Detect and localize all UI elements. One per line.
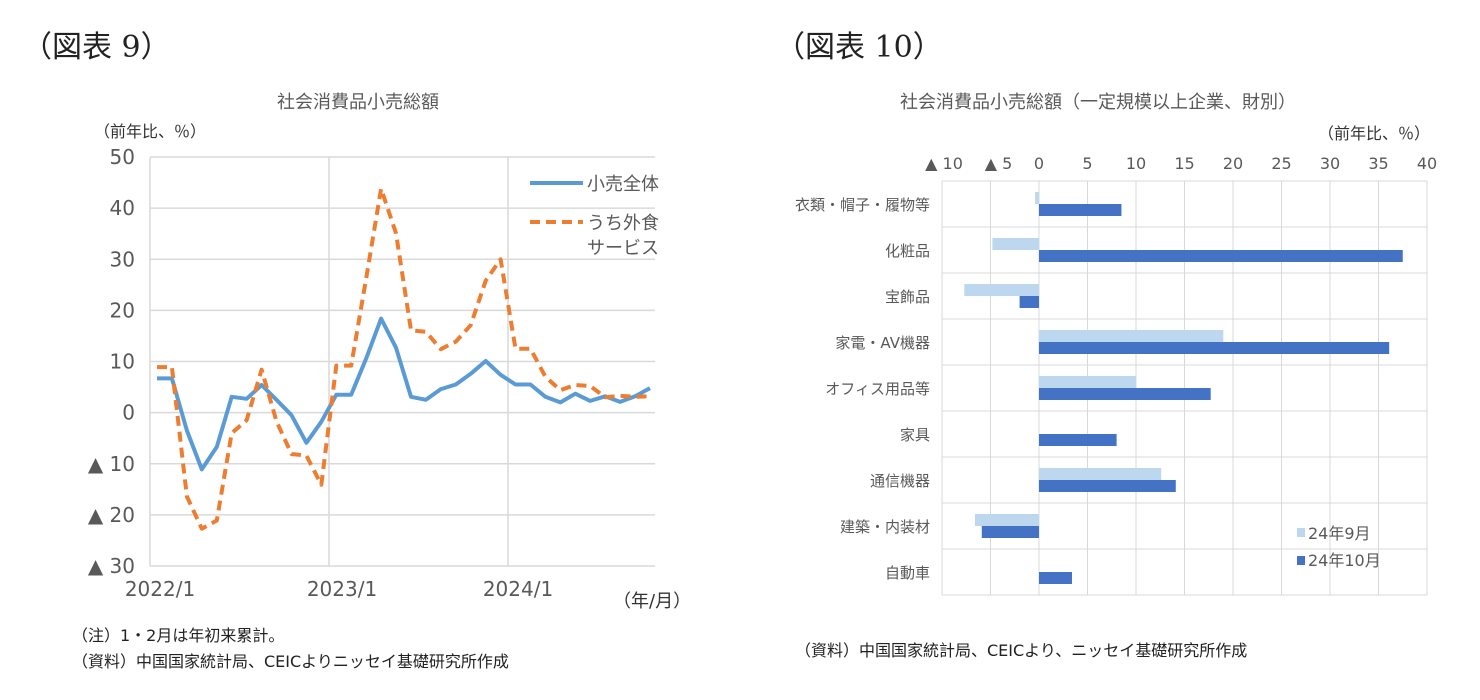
x-tick-label: 40: [1417, 154, 1437, 173]
bar-oct: [1019, 296, 1039, 308]
y-tick-label: ▲ 20: [88, 503, 135, 527]
category-label: 建築・内装材: [840, 518, 930, 536]
category-label: 家具: [900, 426, 930, 444]
x-tick-label: 25: [1271, 154, 1291, 173]
bar-sep: [964, 284, 1039, 296]
x-tick-label: 20: [1223, 154, 1243, 173]
x-tick-label: 2023/1: [307, 577, 377, 601]
category-label: 家電・AV機器: [835, 334, 930, 352]
y-tick-label: 50: [110, 145, 135, 169]
y-tick-label: 10: [110, 350, 135, 374]
x-tick-label: ▲ 10: [925, 154, 963, 173]
category-label: 衣類・帽子・履物等: [795, 196, 930, 214]
legend-swatch-sep: [1297, 528, 1305, 537]
bar-oct: [1039, 434, 1117, 446]
left-note: （注）1・2月は年初来累計。: [72, 626, 285, 645]
legend-label-retail: 小売全体: [587, 174, 659, 195]
left-y-unit: （前年比、％）: [94, 122, 207, 141]
figure-10-label: （図表 10）: [775, 30, 943, 65]
x-tick-label: 2024/1: [483, 577, 553, 601]
x-tick-label: 35: [1368, 154, 1388, 173]
y-tick-label: ▲ 30: [88, 554, 135, 578]
legend-label-sep: 24年9月: [1308, 524, 1371, 543]
legend-label-food-2: サービス: [587, 238, 659, 259]
category-label: 自動車: [885, 564, 930, 582]
x-tick-label: 5: [1082, 154, 1092, 173]
category-label: オフィス用品等: [825, 380, 930, 398]
x-tick-label: 30: [1320, 154, 1340, 173]
series-food-service: [157, 186, 651, 531]
bar-sep: [974, 514, 1039, 526]
right-source: （資料）中国国家統計局、CEICより、ニッセイ基礎研究所作成: [795, 641, 1248, 660]
left-source: （資料）中国国家統計局、CEICよりニッセイ基礎研究所作成: [72, 652, 509, 671]
bar-oct: [1039, 204, 1122, 216]
left-chart-title: 社会消費品小売総額: [277, 92, 439, 113]
x-tick-label: 15: [1174, 154, 1194, 173]
bar-oct: [1039, 388, 1211, 400]
right-x-unit: （前年比、％）: [1318, 124, 1431, 143]
x-tick-label: 2022/1: [125, 577, 195, 601]
bar-oct: [981, 526, 1039, 538]
x-tick-label: ▲ 5: [985, 154, 1013, 173]
series-retail-total: [157, 316, 651, 472]
left-x-unit: （年/月）: [613, 591, 692, 612]
y-tick-label: 40: [110, 196, 135, 220]
legend-label-food: うち外食: [587, 213, 659, 234]
bar-oct: [1039, 572, 1072, 584]
bar-sep: [1039, 376, 1136, 388]
y-tick-label: ▲ 10: [88, 452, 135, 476]
y-tick-label: 20: [110, 298, 135, 322]
y-tick-label: 0: [122, 401, 135, 425]
legend-label-oct: 24年10月: [1308, 551, 1381, 570]
bar-sep: [1039, 468, 1162, 480]
bar-oct: [1039, 250, 1403, 262]
right-chart-title: 社会消費品小売総額（一定規模以上企業、財別）: [900, 92, 1296, 113]
bar-oct: [1039, 480, 1176, 492]
category-label: 通信機器: [870, 472, 930, 490]
legend-swatch-oct: [1297, 556, 1305, 565]
figure-9-label: （図表 9）: [22, 30, 171, 65]
bar-chart: ▲ 10 ▲ 5 0 5 10 15 20 25 30 35 40 衣類・帽子・履物等化粧品宝飾品家電…: [795, 154, 1437, 596]
bar-sep: [992, 238, 1039, 250]
bar-sep: [1039, 330, 1224, 342]
category-label: 化粧品: [885, 242, 930, 260]
bar-sep: [1035, 192, 1039, 204]
category-label: 宝飾品: [885, 288, 930, 306]
bar-oct: [1039, 342, 1390, 354]
x-tick-label: 0: [1034, 154, 1044, 173]
x-tick-label: 10: [1126, 154, 1146, 173]
y-tick-label: 30: [110, 247, 135, 271]
